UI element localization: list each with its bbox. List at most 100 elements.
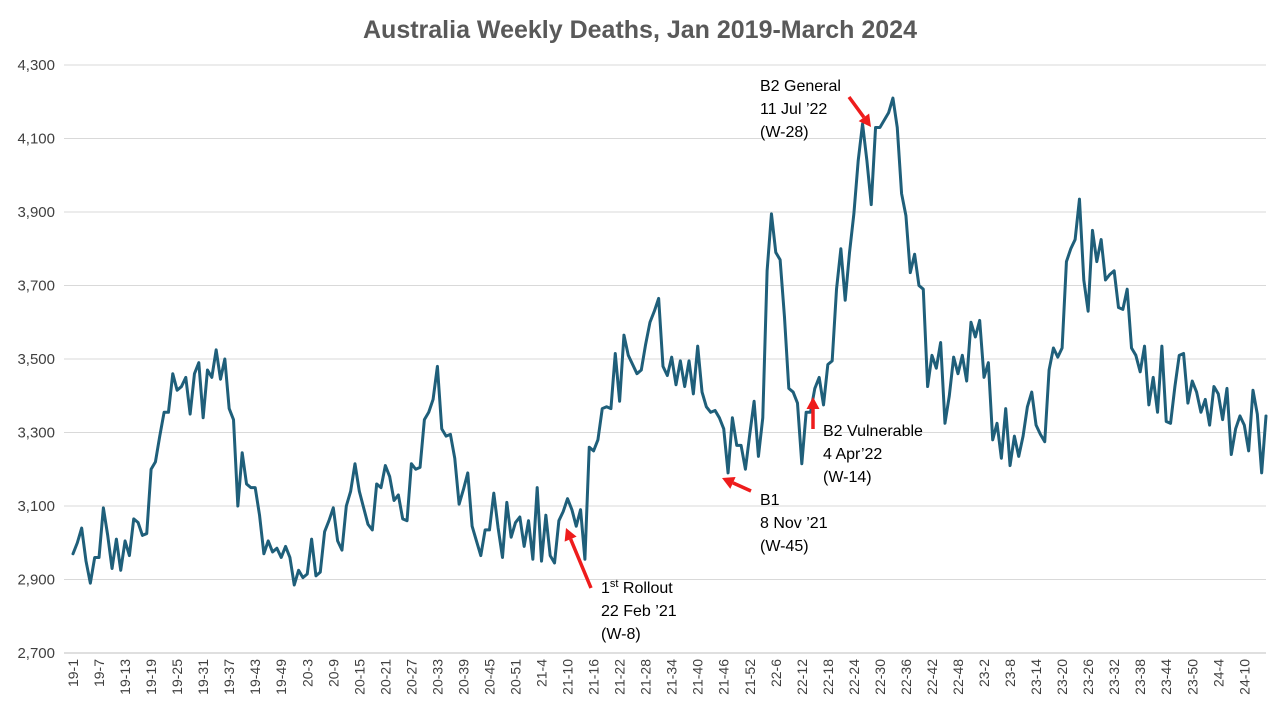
data-point xyxy=(441,428,443,430)
data-point xyxy=(506,501,508,503)
data-point xyxy=(1135,354,1137,356)
data-point xyxy=(653,310,655,312)
data-point xyxy=(189,413,191,415)
y-tick-label: 3,900 xyxy=(17,204,55,221)
x-tick-label: 21-4 xyxy=(534,659,550,687)
data-point xyxy=(458,503,460,505)
data-point xyxy=(250,487,252,489)
data-point xyxy=(293,584,295,586)
data-point xyxy=(363,507,365,509)
data-point xyxy=(384,464,386,467)
data-point xyxy=(120,569,122,571)
data-point xyxy=(1195,391,1198,393)
data-point xyxy=(480,555,482,557)
data-point xyxy=(848,251,851,254)
x-tick-label: 22-30 xyxy=(872,659,888,695)
data-point xyxy=(241,452,243,454)
data-point xyxy=(128,555,130,557)
x-tick-label: 24-4 xyxy=(1210,659,1226,687)
data-point xyxy=(649,321,651,323)
data-point xyxy=(601,408,603,410)
x-tick-label: 20-27 xyxy=(403,659,419,695)
data-point xyxy=(523,545,525,548)
data-point xyxy=(1005,408,1007,410)
data-point xyxy=(692,393,694,395)
data-point xyxy=(1109,273,1111,276)
x-tick-label: 23-14 xyxy=(1028,659,1044,695)
x-tick-label: 22-24 xyxy=(846,659,862,695)
data-point xyxy=(588,446,590,448)
data-point xyxy=(89,582,91,584)
data-point xyxy=(284,545,287,548)
data-point xyxy=(1044,441,1046,443)
data-point xyxy=(324,531,326,533)
data-point xyxy=(1265,415,1267,417)
data-point xyxy=(927,385,929,388)
data-point xyxy=(1048,369,1050,371)
x-tick-label: 21-28 xyxy=(638,659,654,695)
data-point xyxy=(358,490,360,492)
data-point xyxy=(228,408,230,410)
data-point xyxy=(497,527,499,529)
data-point xyxy=(137,521,139,524)
y-tick-label: 2,700 xyxy=(17,645,55,662)
data-point xyxy=(449,433,452,435)
data-point xyxy=(606,406,608,408)
data-point xyxy=(445,435,447,437)
data-point xyxy=(697,345,699,347)
data-point xyxy=(801,463,803,465)
data-point xyxy=(371,529,373,531)
data-point xyxy=(961,354,963,356)
data-point xyxy=(762,417,764,419)
data-point xyxy=(72,553,74,555)
data-point xyxy=(770,213,773,215)
data-point xyxy=(1213,385,1215,388)
data-point xyxy=(896,126,898,129)
data-point xyxy=(974,336,976,338)
data-point xyxy=(1148,404,1150,406)
data-point xyxy=(224,358,226,360)
x-tick-label: 21-46 xyxy=(716,659,732,695)
data-point xyxy=(979,319,981,322)
x-tick-label: 23-8 xyxy=(1002,659,1018,687)
data-point xyxy=(835,288,838,290)
series-layer xyxy=(71,96,1268,587)
arrow-b2-vulnerable xyxy=(806,397,820,429)
data-point xyxy=(549,555,551,557)
x-tick-label: 24-10 xyxy=(1236,659,1252,695)
data-point xyxy=(1083,279,1085,281)
data-point xyxy=(566,498,569,500)
y-tick-label: 3,100 xyxy=(17,498,55,515)
data-point xyxy=(610,408,612,410)
data-point xyxy=(818,376,820,378)
data-point xyxy=(527,520,530,522)
data-point xyxy=(1031,391,1033,393)
y-tick-label: 4,300 xyxy=(17,57,55,74)
data-point xyxy=(311,538,313,540)
data-point xyxy=(662,365,664,367)
data-point xyxy=(627,354,629,356)
data-point xyxy=(831,360,833,362)
data-point xyxy=(1204,398,1206,401)
data-point xyxy=(853,213,855,215)
data-point xyxy=(1000,457,1002,459)
data-point xyxy=(245,483,248,485)
data-point xyxy=(757,455,760,457)
x-tick-label: 19-49 xyxy=(273,659,289,695)
data-point xyxy=(436,365,439,367)
data-point xyxy=(553,562,556,564)
data-point xyxy=(558,520,560,522)
data-point xyxy=(948,395,950,397)
data-point xyxy=(1130,347,1133,349)
data-point xyxy=(315,575,317,577)
data-point xyxy=(905,215,907,217)
data-point xyxy=(640,369,642,371)
data-point xyxy=(1087,310,1089,312)
data-point xyxy=(202,417,204,419)
x-tick-label: 19-7 xyxy=(91,659,107,687)
data-point xyxy=(198,362,200,364)
y-tick-label: 2,900 xyxy=(17,572,55,589)
data-point xyxy=(701,391,703,393)
data-point xyxy=(232,419,235,421)
data-point xyxy=(619,400,621,402)
